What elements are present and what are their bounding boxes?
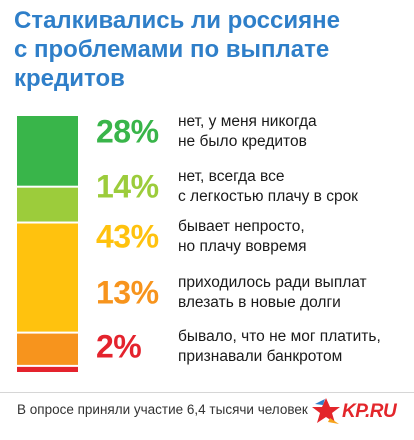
legend-row-1: 28% нет, у меня никогда не было кредитов	[96, 102, 412, 162]
legend-row-4: 13% приходилось ради выплат влезать в но…	[96, 263, 412, 323]
kp-logo-icon	[312, 398, 340, 424]
percent-label: 2%	[96, 328, 142, 365]
category-label-line-2: не было кредитов	[178, 133, 307, 150]
category-label-line-1: нет, всегда все	[178, 168, 285, 185]
title-line-2: с проблемами по выплате	[14, 36, 330, 63]
title-line-1: Сталкивались ли россияне	[14, 7, 340, 34]
category-label-line-1: приходилось ради выплат	[178, 274, 367, 291]
percent-label: 43%	[96, 218, 159, 255]
bar-segment-2	[17, 187, 78, 222]
percent-label: 28%	[96, 113, 159, 150]
category-label-line-1: бывает непросто,	[178, 218, 305, 235]
percent-label: 13%	[96, 274, 159, 311]
survey-footnote: В опросе приняли участие 6,4 тысячи чело…	[17, 402, 308, 417]
category-label-line-2: но плачу вовремя	[178, 238, 307, 255]
legend-row-2: 14% нет, всегда все с легкостью плачу в …	[96, 157, 412, 217]
category-label: нет, у меня никогда не было кредитов	[178, 112, 317, 152]
kp-logo-text: KP.RU	[342, 401, 397, 422]
legend-row-5: 2% бывало, что не мог платить, признавал…	[96, 317, 412, 377]
category-label-line-2: признавали банкротом	[178, 348, 343, 365]
category-label-line-1: нет, у меня никогда	[178, 113, 317, 130]
bar-segment-5	[17, 366, 78, 372]
bar-segment-1	[17, 116, 78, 186]
bar-segment-4	[17, 333, 78, 365]
category-label-line-2: влезать в новые долги	[178, 294, 341, 311]
legend-row-3: 43% бывает непросто, но плачу вовремя	[96, 207, 412, 267]
category-label-line-1: бывало, что не мог платить,	[178, 328, 381, 345]
title-line-3: кредитов	[14, 65, 125, 92]
bar-segment-3	[17, 223, 78, 332]
chart-title: Сталкивались ли россияне с проблемами по…	[14, 6, 406, 93]
category-label: нет, всегда все с легкостью плачу в срок	[178, 167, 358, 207]
percent-label: 14%	[96, 168, 159, 205]
kp-logo[interactable]: KP.RU	[312, 396, 408, 426]
category-label: бывало, что не мог платить, признавали б…	[178, 327, 381, 367]
category-label: приходилось ради выплат влезать в новые …	[178, 273, 367, 313]
category-label-line-2: с легкостью плачу в срок	[178, 188, 358, 205]
category-label: бывает непросто, но плачу вовремя	[178, 217, 307, 257]
footer-divider	[0, 392, 414, 393]
stacked-bar	[17, 116, 78, 372]
